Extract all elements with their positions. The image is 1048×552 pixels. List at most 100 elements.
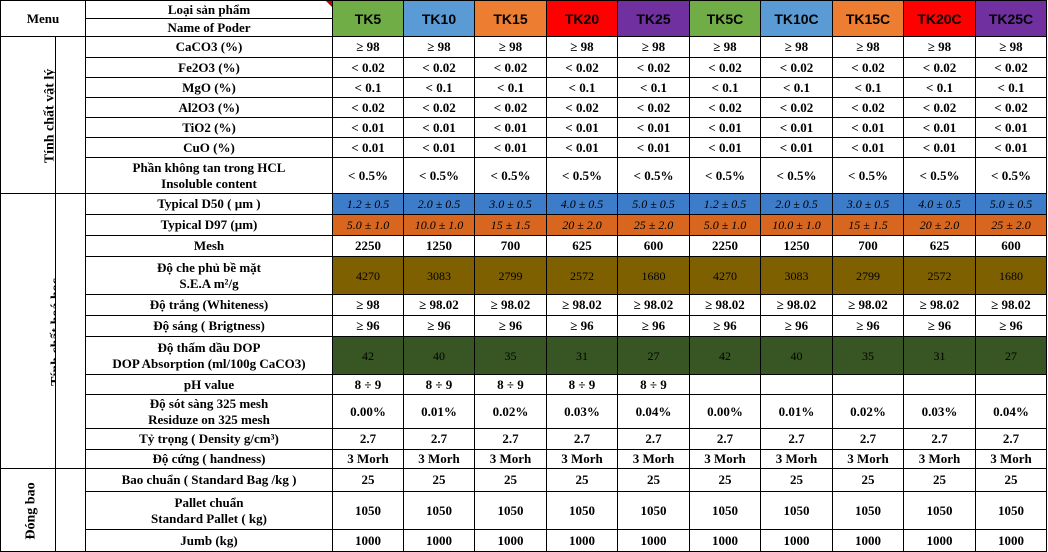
spec-row-fe2o3: Fe2O3 (%) < 0.02 < 0.02 < 0.02 < 0.02 < 0.02 <… [1, 57, 1047, 78]
row-label-residue: Độ sót sàng 325 mesh Residuze on 325 mesh [85, 394, 333, 429]
cell-d50-tk20c: 4.0 ± 0.5 [903, 193, 976, 215]
cell-tio2-tk15c: < 0.01 [832, 117, 904, 138]
row-label-dop-vi: Độ thấm dầu DOP [157, 339, 261, 355]
cell-cuo-tk15: < 0.01 [474, 137, 547, 158]
cell-whiteness-tk20c: ≥ 98.02 [903, 294, 976, 316]
cell-ph-tk10: 8 ÷ 9 [403, 374, 475, 395]
menu-header: Menu [0, 0, 86, 37]
cell-dop-tk25: 27 [617, 336, 690, 375]
cell-mgo-tk25: < 0.1 [617, 77, 690, 98]
cell-caco3-tk15c: ≥ 98 [832, 36, 904, 58]
cell-whiteness-tk15c: ≥ 98.02 [832, 294, 904, 316]
row-label-dop-en: DOP Absorption (ml/100g CaCO3) [112, 355, 306, 371]
product-col-tk10: TK10 [403, 0, 475, 37]
cell-tio2-tk10: < 0.01 [403, 117, 475, 138]
group-packing-en: Packinging [55, 468, 86, 552]
row-label-bag: Bao chuẩn ( Standard Bag /kg ) [85, 468, 333, 492]
cell-dop-tk5c: 42 [689, 336, 761, 375]
cell-hardness-tk20: 3 Morh [546, 449, 618, 469]
row-label-sea-vi: Độ che phủ bề mặt [156, 259, 261, 275]
group-physical-vi-text: Tính chất vật lý [42, 68, 56, 163]
row-label-sea-en: S.E.A m²/g [179, 275, 239, 291]
row-label-caco3: CaCO3 (%) [85, 36, 333, 58]
cell-mesh-tk20c: 625 [903, 235, 976, 257]
cell-cuo-tk15c: < 0.01 [832, 137, 904, 158]
spec-row-insoluble: Phần không tan trong HCL Insoluble conten… [1, 157, 1047, 194]
cell-mesh-tk10: 1250 [403, 235, 475, 257]
cell-residue-tk25c: 0.04% [975, 394, 1047, 429]
cell-dop-tk5: 42 [332, 336, 404, 375]
cell-density-tk5c: 2.7 [689, 428, 761, 450]
cell-density-tk10: 2.7 [403, 428, 475, 450]
cell-insoluble-tk10: < 0.5% [403, 157, 475, 194]
cell-d50-tk25: 5.0 ± 0.5 [617, 193, 690, 215]
cell-pallet-tk5c: 1050 [689, 491, 761, 530]
cell-sea-tk15: 2799 [474, 256, 547, 295]
row-label-insoluble-vi: Phần không tan trong HCL [132, 159, 286, 175]
cell-hardness-tk20c: 3 Morh [903, 449, 976, 469]
cell-cuo-tk10c: < 0.01 [760, 137, 833, 158]
cell-bag-tk10: 25 [403, 468, 475, 492]
spec-row-pallet: Pallet chuẩn Standard Pallet ( kg) 1050 105… [1, 491, 1047, 530]
cell-ph-tk5: 8 ÷ 9 [332, 374, 404, 395]
row-label-residue-vi: Độ sót sàng 325 mesh [149, 395, 269, 411]
cell-cuo-tk5: < 0.01 [332, 137, 404, 158]
spec-row-dop: Độ thấm dầu DOP DOP Absorption (ml/100g C… [1, 336, 1047, 375]
cell-al2o3-tk20: < 0.02 [546, 97, 618, 118]
cell-dop-tk15: 35 [474, 336, 547, 375]
cell-residue-tk10: 0.01% [403, 394, 475, 429]
row-label-jumb: Jumb (kg) [85, 529, 333, 552]
cell-jumb-tk5c: 1000 [689, 529, 761, 552]
cell-tio2-tk25c: < 0.01 [975, 117, 1047, 138]
cell-whiteness-tk10: ≥ 98.02 [403, 294, 475, 316]
cell-insoluble-tk5c: < 0.5% [689, 157, 761, 194]
cell-d97-tk20: 20 ± 2.0 [546, 214, 618, 236]
cell-sea-tk5c: 4270 [689, 256, 761, 295]
cell-ph-tk10c [760, 374, 833, 395]
cell-cuo-tk25: < 0.01 [617, 137, 690, 158]
spec-row-brightness: Độ sáng ( Brigtness) ≥ 96 ≥ 96 ≥ 96 ≥ 96 ≥ 96… [1, 315, 1047, 337]
cell-brightness-tk10: ≥ 96 [403, 315, 475, 337]
cell-sea-tk10c: 3083 [760, 256, 833, 295]
cell-d97-tk25c: 25 ± 2.0 [975, 214, 1047, 236]
cell-mgo-tk25c: < 0.1 [975, 77, 1047, 98]
cell-pallet-tk5: 1050 [332, 491, 404, 530]
product-col-tk5c: TK5C [689, 0, 761, 37]
cell-ph-tk20: 8 ÷ 9 [546, 374, 618, 395]
cell-tio2-tk20c: < 0.01 [903, 117, 976, 138]
spec-row-density: Tỷ trọng ( Density g/cm³) 2.7 2.7 2.7 2.7 2.7… [1, 428, 1047, 450]
cell-cuo-tk25c: < 0.01 [975, 137, 1047, 158]
cell-hardness-tk15: 3 Morh [474, 449, 547, 469]
spec-row-al2o3: Al2O3 (%) < 0.02 < 0.02 < 0.02 < 0.02 < 0.02 <… [1, 97, 1047, 118]
cell-ph-tk20c [903, 374, 976, 395]
cell-fe2o3-tk15: < 0.02 [474, 57, 547, 78]
cell-ph-tk5c [689, 374, 761, 395]
cell-al2o3-tk15c: < 0.02 [832, 97, 904, 118]
cell-tio2-tk5: < 0.01 [332, 117, 404, 138]
cell-caco3-tk15: ≥ 98 [474, 36, 547, 58]
spec-row-hardness: Độ cứng ( handness) 3 Morh 3 Morh 3 Morh 3 M… [1, 449, 1047, 469]
cell-residue-tk25: 0.04% [617, 394, 690, 429]
cell-mgo-tk20: < 0.1 [546, 77, 618, 98]
cell-residue-tk10c: 0.01% [760, 394, 833, 429]
spec-row-whiteness: Độ trắng (Whiteness) ≥ 98 ≥ 98.02 ≥ 98.02 ≥ … [1, 294, 1047, 316]
cell-sea-tk10: 3083 [403, 256, 475, 295]
cell-sea-tk5: 4270 [332, 256, 404, 295]
cell-fe2o3-tk10: < 0.02 [403, 57, 475, 78]
product-col-tk15: TK15 [474, 0, 547, 37]
cell-d97-tk15: 15 ± 1.5 [474, 214, 547, 236]
cell-residue-tk15: 0.02% [474, 394, 547, 429]
cell-insoluble-tk25c: < 0.5% [975, 157, 1047, 194]
cell-sea-tk15c: 2799 [832, 256, 904, 295]
cell-tio2-tk20: < 0.01 [546, 117, 618, 138]
cell-jumb-tk10: 1000 [403, 529, 475, 552]
row-label-brightness: Độ sáng ( Brigtness) [85, 315, 333, 337]
cell-density-tk15c: 2.7 [832, 428, 904, 450]
cell-pallet-tk10c: 1050 [760, 491, 833, 530]
cell-al2o3-tk10c: < 0.02 [760, 97, 833, 118]
cell-dop-tk25c: 27 [975, 336, 1047, 375]
cell-insoluble-tk5: < 0.5% [332, 157, 404, 194]
cell-whiteness-tk5: ≥ 98 [332, 294, 404, 316]
cell-d50-tk10c: 2.0 ± 0.5 [760, 193, 833, 215]
cell-bag-tk20: 25 [546, 468, 618, 492]
